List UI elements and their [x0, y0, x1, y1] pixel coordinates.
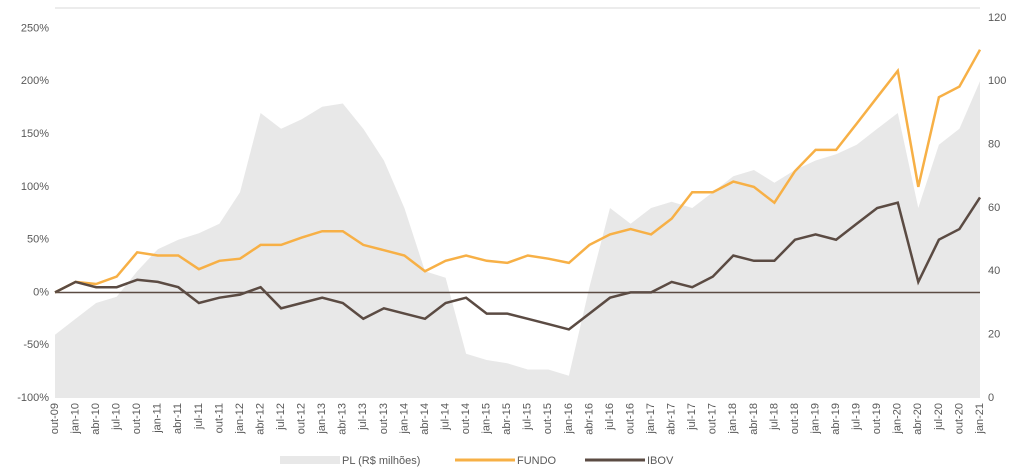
y2-tick-label: 100 — [988, 75, 1006, 87]
y2-tick-label: 40 — [988, 265, 1000, 277]
legend-label: FUNDO — [517, 455, 557, 467]
x-tick-label: jan-10 — [69, 403, 81, 435]
x-tick-label: out-10 — [131, 403, 143, 434]
x-tick-label: abr-14 — [419, 403, 431, 435]
line — [54, 49, 982, 294]
x-tick-label: out-19 — [871, 403, 883, 434]
y-tick-label: -50% — [23, 339, 49, 351]
y2-tick-label: 80 — [988, 139, 1000, 151]
y-tick-label: -100% — [17, 392, 49, 404]
x-tick-label: jan-15 — [481, 403, 493, 435]
y2-tick-label: 60 — [988, 202, 1000, 214]
area — [55, 81, 980, 399]
x-tick-label: abr-11 — [172, 403, 184, 434]
y2-tick-label: 20 — [988, 329, 1000, 341]
y-tick-label: 150% — [21, 128, 49, 140]
x-tick-label: out-11 — [213, 403, 225, 433]
x-tick-label: out-18 — [789, 403, 801, 434]
x-tick-label: jul-13 — [357, 403, 369, 431]
legend-label: IBOV — [647, 455, 674, 467]
x-tick-label: jul-10 — [111, 403, 123, 431]
x-tick-label: out-15 — [542, 403, 554, 434]
x-tick-label: abr-20 — [912, 403, 924, 435]
x-tick-label: jan-21 — [974, 403, 986, 435]
x-tick-label: out-16 — [624, 403, 636, 434]
y-tick-label: 100% — [21, 181, 49, 193]
y-tick-label: 0% — [33, 286, 49, 298]
x-tick-label: abr-13 — [337, 403, 349, 435]
x-tick-label: jan-17 — [645, 403, 657, 435]
x-tick-label: jan-20 — [892, 403, 904, 435]
x-tick-label: jul-18 — [768, 403, 780, 431]
x-tick-label: jan-13 — [316, 403, 328, 435]
x-tick-label: jul-16 — [604, 403, 616, 431]
x-tick-label: out-20 — [953, 403, 965, 434]
x-tick-label: jan-11 — [152, 403, 164, 434]
x-tick-label: jan-16 — [563, 403, 575, 435]
y-tick-label: 200% — [21, 75, 49, 87]
line — [54, 196, 982, 331]
x-tick-label: abr-18 — [748, 403, 760, 435]
legend-swatch — [280, 456, 340, 464]
x-tick-label: jan-12 — [234, 403, 246, 435]
x-tick-label: jan-14 — [398, 403, 410, 435]
x-tick-label: out-14 — [460, 403, 472, 434]
x-tick-label: jul-19 — [851, 403, 863, 431]
y-tick-label: 250% — [21, 22, 49, 34]
x-tick-label: jul-14 — [439, 403, 451, 431]
y2-tick-label: 0 — [988, 392, 994, 404]
x-tick-label: jul-11 — [193, 403, 205, 430]
x-tick-label: jul-15 — [522, 403, 534, 431]
x-tick-label: out-17 — [707, 403, 719, 434]
x-tick-label: jul-17 — [686, 403, 698, 431]
x-tick-label: jan-19 — [809, 403, 821, 435]
y2-tick-label: 120 — [988, 12, 1006, 24]
x-tick-label: abr-12 — [254, 403, 266, 435]
x-tick-label: jan-18 — [727, 403, 739, 435]
x-tick-label: out-13 — [378, 403, 390, 434]
x-tick-label: abr-16 — [583, 403, 595, 435]
x-tick-label: abr-15 — [501, 403, 513, 435]
x-tick-label: abr-19 — [830, 403, 842, 435]
legend-label: PL (R$ milhões) — [342, 455, 420, 467]
x-tick-label: abr-17 — [666, 403, 678, 435]
x-tick-label: jul-20 — [933, 403, 945, 431]
x-tick-label: out-09 — [49, 403, 61, 434]
x-tick-label: out-12 — [296, 403, 308, 434]
y-tick-label: 50% — [27, 234, 49, 246]
x-tick-label: abr-10 — [90, 403, 102, 435]
x-tick-label: jul-12 — [275, 403, 287, 431]
